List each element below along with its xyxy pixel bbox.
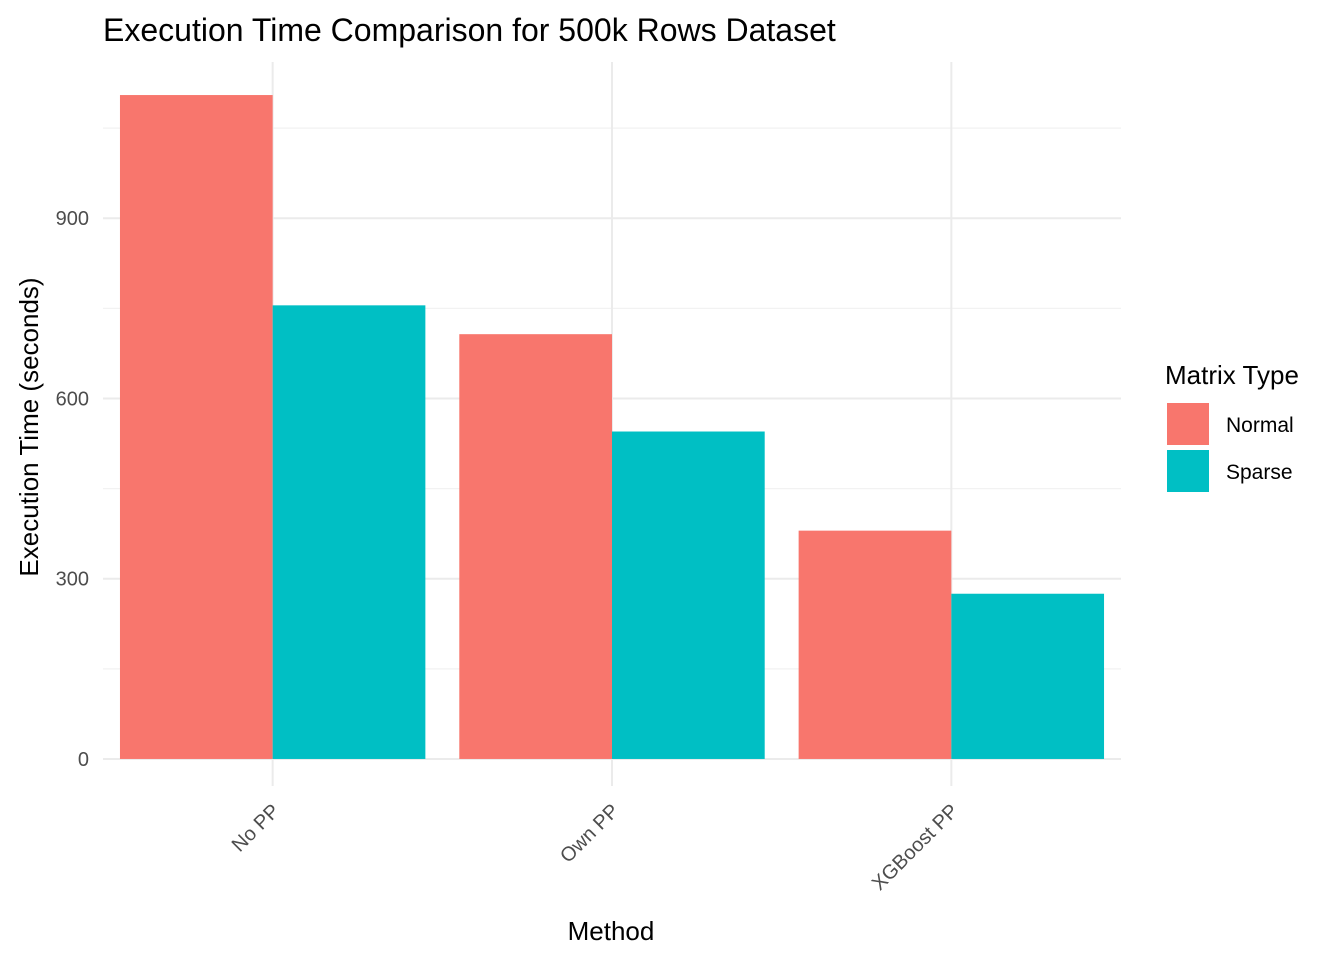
x-axis-ticks: No PP Own PP XGBoost PP	[228, 800, 963, 895]
bar-normal	[119, 95, 273, 759]
x-tick-label: Own PP	[556, 800, 623, 867]
x-tick-label: No PP	[228, 800, 284, 856]
y-axis-ticks: 0 300 600 900	[56, 208, 89, 771]
y-tick-label: 0	[78, 749, 89, 771]
bar-sparse	[272, 305, 426, 759]
bars	[119, 95, 1105, 759]
y-axis-title: Execution Time (seconds)	[14, 277, 44, 576]
y-tick-label: 300	[56, 569, 89, 591]
legend: Matrix Type Normal Sparse	[1165, 360, 1299, 492]
chart-title: Execution Time Comparison for 500k Rows …	[103, 12, 836, 48]
legend-label-normal: Normal	[1226, 414, 1294, 437]
legend-key-sparse	[1167, 450, 1209, 492]
legend-label-sparse: Sparse	[1226, 461, 1293, 484]
bar-normal	[798, 530, 952, 759]
bar-normal	[459, 334, 612, 759]
bar-sparse	[951, 593, 1105, 759]
y-tick-label: 900	[56, 208, 89, 230]
y-tick-label: 600	[56, 388, 89, 410]
x-tick-label: XGBoost PP	[868, 800, 963, 895]
bar-sparse	[612, 431, 765, 759]
x-axis-title: Method	[568, 916, 655, 946]
legend-key-normal	[1167, 403, 1209, 445]
legend-title: Matrix Type	[1165, 360, 1299, 390]
